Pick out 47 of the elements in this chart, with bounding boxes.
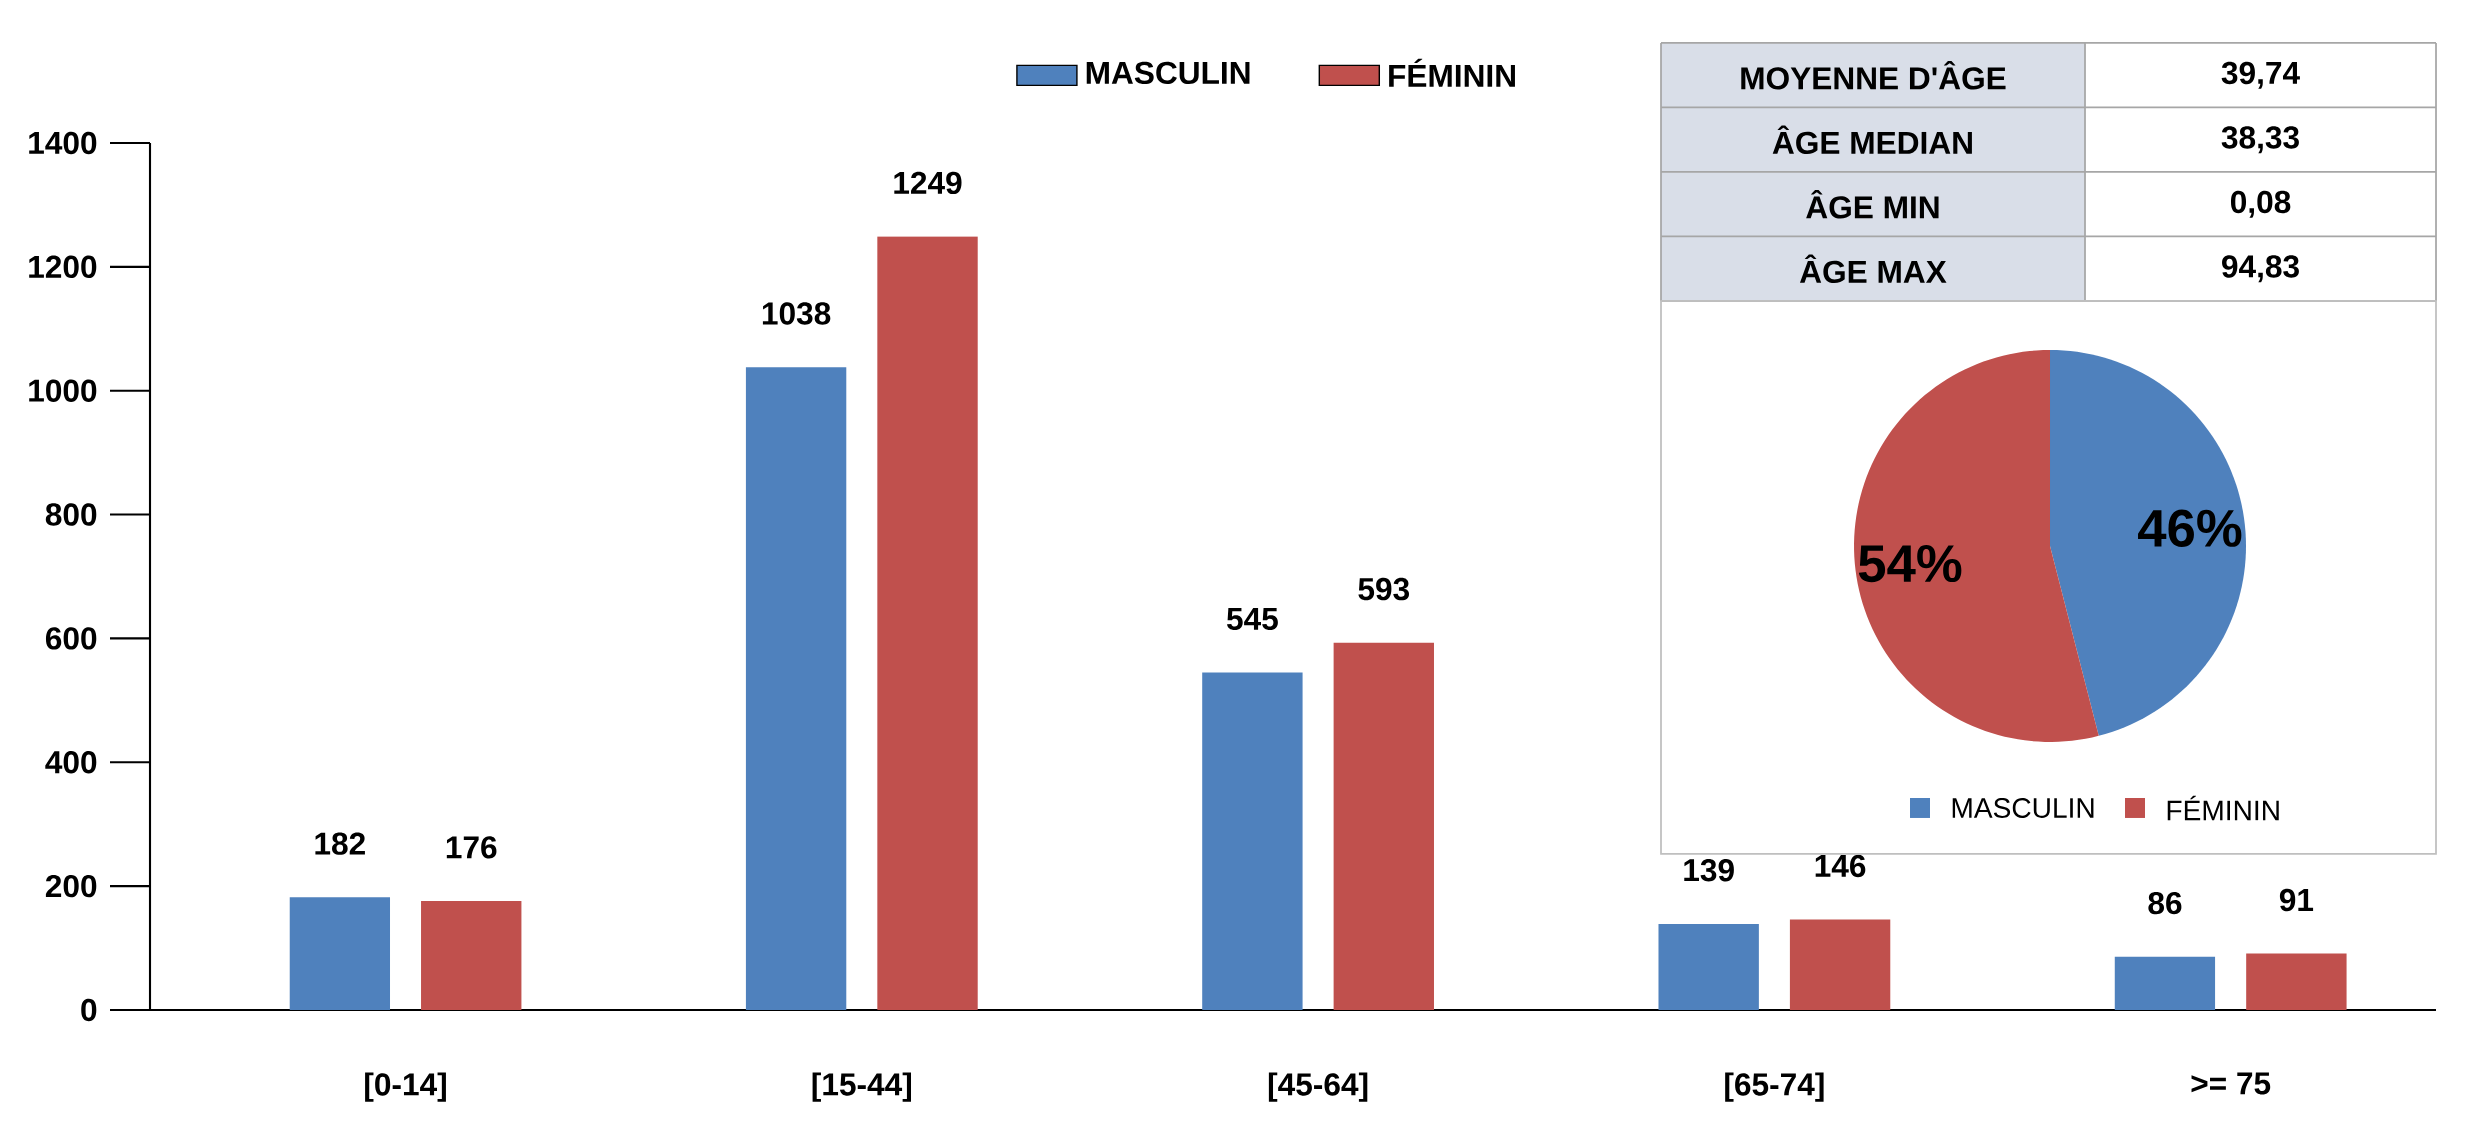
x-tick-label: [65-74] (1725, 1072, 1824, 1102)
annotation: ÂGE MAX (1799, 254, 1947, 284)
annotation: ÂGE MEDIAN (1772, 125, 1972, 155)
x-tick-label: [0-14] (365, 1072, 446, 1102)
y-tick-label: 200 (45, 874, 97, 898)
x-tick-label: [45-64] (1268, 1072, 1368, 1102)
annotation: 0,08 (2230, 190, 2291, 218)
data-label: 182 (315, 832, 365, 855)
bar (289, 897, 391, 1010)
data-label: 146 (1815, 854, 1866, 878)
y-tick-label: 0 (81, 998, 97, 1022)
legend-label: MASCULIN (1086, 61, 1250, 85)
data-label: 46% (2138, 509, 2242, 547)
legend-label: MASCULIN (1952, 798, 2094, 818)
data-label: 593 (1358, 577, 1410, 601)
bar (2114, 956, 2216, 1010)
x-tick-label: [15-44] (812, 1072, 912, 1102)
bar (1202, 672, 1303, 1010)
annotation: 94,83 (2222, 255, 2299, 283)
data-label: 1249 (894, 171, 962, 195)
data-label: 91 (2279, 888, 2314, 912)
bar (1333, 642, 1434, 1010)
data-label: 1038 (762, 302, 831, 325)
y-tick-label: 400 (45, 751, 97, 774)
bar (877, 236, 978, 1010)
data-label: 54% (1858, 545, 1962, 583)
legend-label: FÉMININ (1389, 58, 1515, 87)
data-label: 86 (2148, 891, 2182, 915)
text: MOYENNE D'ÂGE (1741, 60, 2006, 90)
y-tick-label: 1000 (29, 379, 97, 402)
x-tick-label: >= 75 (2191, 1072, 2271, 1095)
y-tick-label: 600 (45, 627, 97, 650)
bar (421, 900, 522, 1010)
bar (1789, 919, 1891, 1010)
annotation: 38,33 (2221, 126, 2299, 154)
text: 39,74 (2221, 61, 2300, 89)
bar (745, 367, 847, 1010)
legend-label: FÉMININ (2167, 795, 2279, 821)
y-tick-label: 800 (45, 503, 97, 526)
y-tick-label: 1200 (29, 255, 97, 279)
annotation: ÂGE MIN (1806, 189, 1939, 219)
bar (2246, 953, 2347, 1010)
bar (1658, 923, 1759, 1010)
y-tick-label: 1400 (29, 131, 97, 155)
data-label: 139 (1684, 859, 1734, 882)
data-label: 176 (446, 836, 497, 859)
data-label: 545 (1227, 607, 1278, 631)
